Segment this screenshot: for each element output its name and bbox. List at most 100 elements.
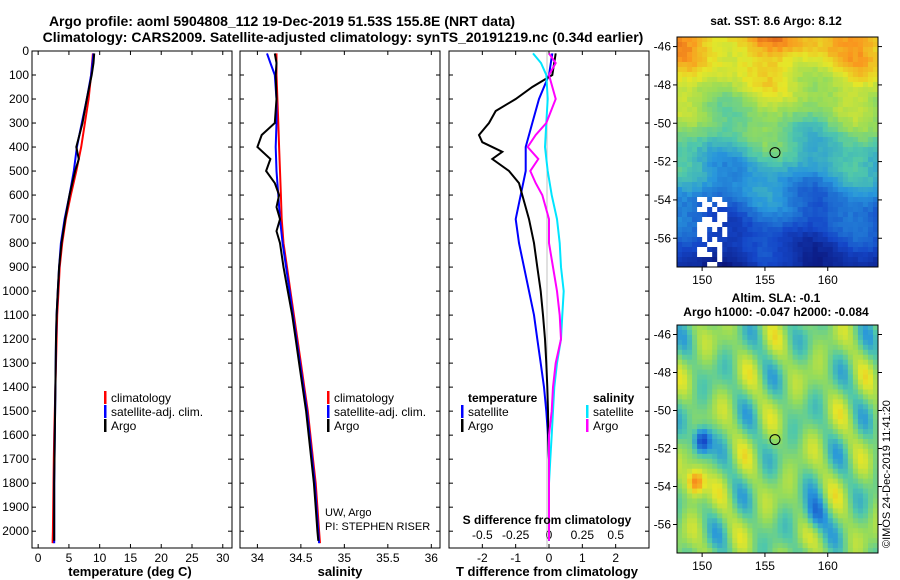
- map-cell: [712, 478, 718, 485]
- map-cell: [832, 419, 839, 425]
- map-cell: [702, 197, 708, 203]
- map-cell: [792, 222, 799, 228]
- map-cell: [802, 197, 809, 203]
- map-cell: [827, 424, 834, 430]
- map-cell: [822, 212, 829, 218]
- map-cell: [707, 97, 713, 103]
- map-cell: [687, 117, 693, 123]
- map-cell: [847, 122, 854, 128]
- map-cell: [852, 538, 859, 544]
- map-cell: [742, 448, 748, 455]
- map-cell: [697, 162, 703, 168]
- map-cell: [742, 82, 748, 88]
- map-cell: [832, 177, 839, 183]
- map-cell: [677, 132, 683, 138]
- map-cell: [752, 448, 758, 455]
- map-cell: [747, 232, 753, 238]
- map-cell: [762, 167, 768, 173]
- map-cell: [752, 117, 758, 123]
- map-cell: [762, 458, 768, 465]
- map-cell: [747, 503, 753, 509]
- map-cell: [692, 147, 698, 153]
- map-cell: [862, 513, 869, 519]
- map-cell: [712, 384, 718, 390]
- map-cell: [692, 162, 698, 168]
- map-cell: [697, 77, 703, 83]
- map-cell: [687, 147, 693, 153]
- map-cell: [832, 247, 839, 253]
- map-cell: [832, 122, 839, 128]
- map-lon-label: 150: [692, 559, 712, 573]
- map-cell: [807, 399, 814, 405]
- map-cell: [767, 538, 773, 544]
- map-cell: [752, 538, 758, 544]
- map-cell: [832, 222, 839, 228]
- map-cell: [867, 339, 874, 346]
- map-cell: [717, 394, 723, 400]
- map-cell: [782, 548, 788, 554]
- map-cell: [772, 212, 778, 218]
- map-cell: [702, 152, 708, 158]
- map-cell: [677, 197, 683, 203]
- map-cell: [847, 152, 854, 158]
- map-cell: [857, 252, 864, 258]
- map-cell: [862, 242, 869, 248]
- map-cell: [857, 147, 864, 153]
- map-cell: [797, 157, 804, 163]
- map-cell: [797, 67, 804, 73]
- map-cell: [782, 419, 788, 425]
- map-cell: [722, 72, 728, 78]
- map-cell: [797, 439, 804, 445]
- map-cell: [782, 434, 788, 440]
- map-cell: [872, 147, 879, 153]
- map-cell: [792, 533, 799, 539]
- map-cell: [827, 192, 834, 198]
- map-cell: [827, 257, 834, 263]
- map-cell: [852, 172, 859, 178]
- map-cell: [832, 87, 839, 93]
- map-cell: [677, 364, 683, 371]
- map-cell: [782, 82, 788, 88]
- map-cell: [767, 192, 773, 198]
- map-cell: [782, 192, 788, 198]
- map-cell: [827, 483, 834, 489]
- map-cell: [852, 453, 859, 460]
- map-cell: [747, 167, 753, 173]
- map-cell: [827, 548, 834, 554]
- map-cell: [787, 197, 793, 203]
- map-cell: [712, 473, 718, 480]
- map-cell: [722, 523, 728, 529]
- map-cell: [842, 334, 849, 341]
- map-cell: [862, 389, 869, 395]
- map-cell: [777, 374, 783, 380]
- map-cell: [767, 87, 773, 93]
- map-cell: [712, 424, 718, 430]
- map-cell: [872, 117, 879, 123]
- map-cell: [717, 107, 723, 113]
- map-cell: [752, 137, 758, 143]
- map-cell: [812, 227, 819, 233]
- title-line2: Climatology: CARS2009. Satellite-adjuste…: [43, 29, 644, 45]
- map-cell: [837, 473, 844, 480]
- map-cell: [742, 354, 748, 361]
- map-lat-label: -56: [654, 231, 672, 245]
- map-cell: [847, 227, 854, 233]
- map-cell: [812, 439, 819, 445]
- map-cell: [847, 222, 854, 228]
- map-cell: [857, 448, 864, 455]
- map-cell: [832, 543, 839, 549]
- map-cell: [732, 369, 738, 375]
- map-cell: [817, 127, 824, 133]
- map-cell: [787, 232, 793, 238]
- map-cell: [862, 528, 869, 534]
- map-cell: [782, 354, 788, 361]
- map-cell: [707, 122, 713, 128]
- map-cell: [737, 147, 743, 153]
- map-cell: [792, 112, 799, 118]
- map-cell: [822, 434, 829, 440]
- map-cell: [747, 483, 753, 489]
- map-cell: [852, 217, 859, 223]
- map-cell: [862, 443, 869, 450]
- map-cell: [687, 187, 693, 193]
- map-cell: [692, 127, 698, 133]
